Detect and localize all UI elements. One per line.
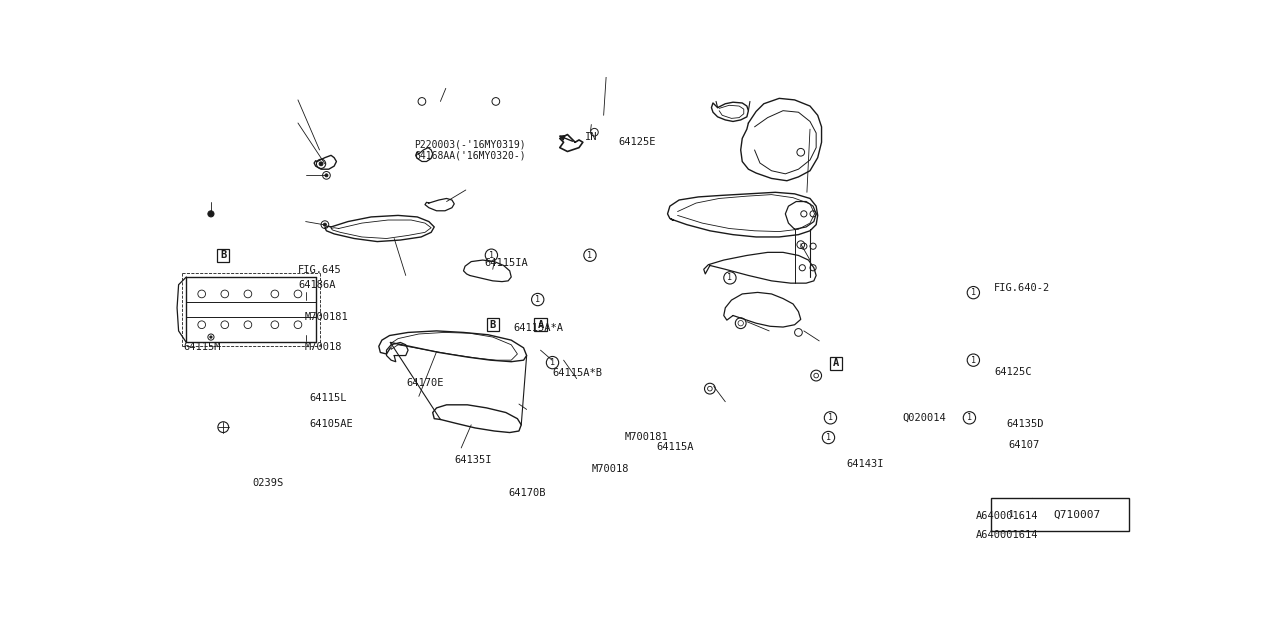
Text: M700181: M700181 xyxy=(625,431,668,442)
Text: A: A xyxy=(833,358,840,368)
Text: 64115A: 64115A xyxy=(657,442,694,452)
Text: 64135I: 64135I xyxy=(454,455,492,465)
Text: A640001614: A640001614 xyxy=(975,530,1038,540)
Text: 64186A: 64186A xyxy=(298,280,335,290)
Text: 1: 1 xyxy=(489,251,494,260)
Text: 64170B: 64170B xyxy=(508,488,545,498)
Bar xyxy=(486,318,499,332)
Text: A640001614: A640001614 xyxy=(975,511,1038,521)
Text: B: B xyxy=(490,320,495,330)
Text: 1: 1 xyxy=(1010,510,1014,519)
Text: P220003(-'16MY0319): P220003(-'16MY0319) xyxy=(415,140,526,150)
Circle shape xyxy=(210,336,212,338)
Text: Q710007: Q710007 xyxy=(1053,509,1101,520)
Text: 64107: 64107 xyxy=(1009,440,1041,451)
Text: 1: 1 xyxy=(970,288,975,297)
Circle shape xyxy=(207,211,214,217)
Text: IN: IN xyxy=(585,132,598,142)
Text: FIG.640-2: FIG.640-2 xyxy=(995,283,1051,292)
Text: 64125C: 64125C xyxy=(995,367,1032,378)
Text: 64170E: 64170E xyxy=(407,378,444,388)
Text: Q020014: Q020014 xyxy=(902,413,946,423)
Text: M70018: M70018 xyxy=(305,342,342,352)
Text: 64115M: 64115M xyxy=(183,342,220,352)
Text: 64135D: 64135D xyxy=(1006,419,1043,429)
Text: A: A xyxy=(538,320,544,330)
Text: 64105AE: 64105AE xyxy=(308,419,353,429)
Text: 1: 1 xyxy=(550,358,556,367)
Circle shape xyxy=(319,162,323,166)
Text: 64125E: 64125E xyxy=(618,137,657,147)
Text: 1: 1 xyxy=(727,273,732,282)
Text: 64168AA('16MY0320-): 64168AA('16MY0320-) xyxy=(415,150,526,161)
Text: 1: 1 xyxy=(588,251,593,260)
Text: 1: 1 xyxy=(970,356,975,365)
Text: M70018: M70018 xyxy=(591,463,630,474)
Text: 1: 1 xyxy=(828,413,833,422)
Text: 64115IA: 64115IA xyxy=(485,258,529,268)
Circle shape xyxy=(324,223,326,226)
Text: 0239S: 0239S xyxy=(252,478,283,488)
Bar xyxy=(534,318,547,332)
Text: FIG.645: FIG.645 xyxy=(298,266,342,275)
Text: 64143I: 64143I xyxy=(846,459,883,468)
Text: 64115L: 64115L xyxy=(308,393,347,403)
Text: 1: 1 xyxy=(535,295,540,304)
Circle shape xyxy=(325,174,328,177)
Bar xyxy=(829,356,842,370)
Bar xyxy=(991,498,1129,531)
Bar xyxy=(218,249,229,262)
Text: 1: 1 xyxy=(966,413,972,422)
Text: B: B xyxy=(220,250,227,260)
Text: 1: 1 xyxy=(826,433,831,442)
Text: M700181: M700181 xyxy=(305,312,348,323)
Text: 64115A*B: 64115A*B xyxy=(553,369,603,378)
Text: 64115A*A: 64115A*A xyxy=(513,323,563,333)
